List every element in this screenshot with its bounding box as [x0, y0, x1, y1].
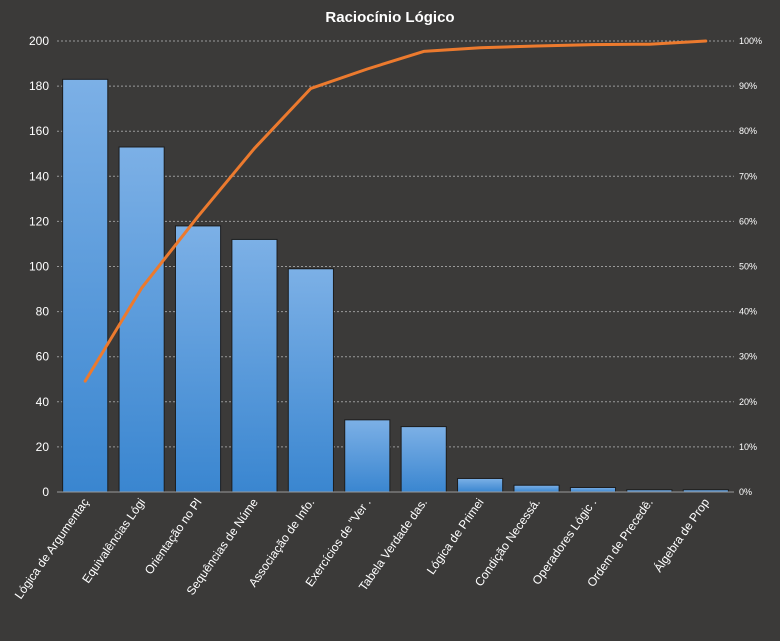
y2-tick-label: 70% — [739, 171, 757, 181]
y-tick-label: 80 — [36, 305, 50, 319]
y-tick-label: 200 — [29, 34, 49, 48]
bar — [287, 268, 334, 493]
chart-title: Raciocínio Lógico — [325, 9, 454, 26]
y2-tick-label: 10% — [739, 442, 757, 452]
bar — [344, 419, 391, 493]
y2-tick-label: 50% — [739, 262, 757, 272]
bar — [62, 78, 109, 493]
bar — [457, 477, 504, 493]
y-tick-label: 0 — [42, 485, 49, 499]
bar — [569, 486, 617, 493]
bar — [231, 238, 278, 493]
y-tick-label: 160 — [29, 124, 49, 138]
bar — [400, 426, 447, 493]
y2-tick-label: 60% — [739, 216, 757, 226]
y2-tick-label: 20% — [739, 397, 757, 407]
y-tick-label: 60 — [36, 350, 50, 364]
y-tick-label: 120 — [29, 214, 49, 228]
bar — [513, 484, 560, 493]
y2-tick-label: 90% — [739, 81, 757, 91]
y2-tick-label: 0% — [739, 487, 752, 497]
cumulative-line — [83, 39, 708, 383]
y2-tick-label: 80% — [739, 126, 757, 136]
y-tick-label: 20 — [36, 440, 50, 454]
y2-tick-label: 30% — [739, 352, 757, 362]
y2-tick-label: 40% — [739, 307, 757, 317]
y2-tick-label: 100% — [739, 36, 762, 46]
y-axis-labels: 0 20 40 60 80 100 120 140 160 180 200 — [29, 34, 49, 499]
y-tick-label: 180 — [29, 79, 49, 93]
gridlines — [57, 40, 734, 448]
cumulative-line-series — [83, 39, 708, 383]
bar — [174, 225, 222, 493]
y-tick-label: 40 — [36, 395, 50, 409]
bar — [118, 146, 165, 493]
secondary-y-axis-labels: 0% 10% 20% 30% 40% 50% 60% 70% 80% 90% 100% — [739, 36, 762, 497]
y-tick-label: 100 — [29, 260, 49, 274]
y-tick-label: 140 — [29, 169, 49, 183]
